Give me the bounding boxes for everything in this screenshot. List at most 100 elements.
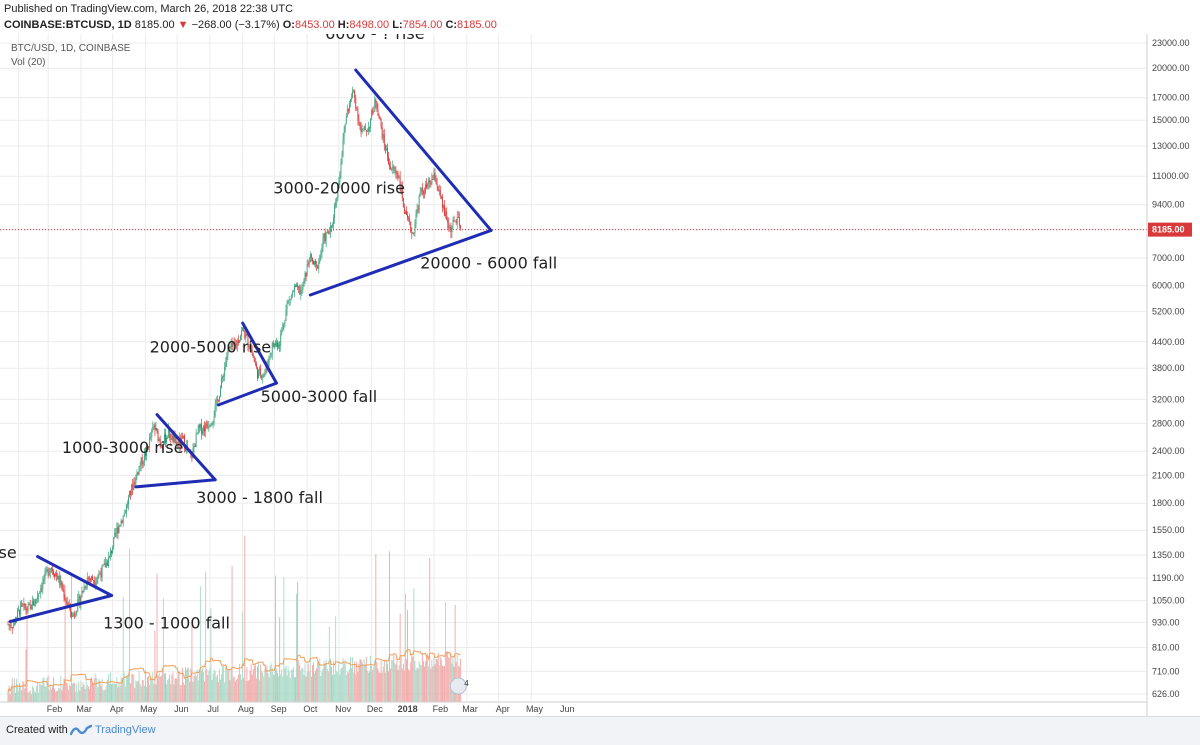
candle-body <box>233 342 235 345</box>
candle-body <box>438 189 440 192</box>
volume-bar <box>32 688 34 702</box>
price-chart[interactable]: 1000-3000 rise 1300 - 1000 fall 2000-5000 … <box>0 34 1200 716</box>
candle-body <box>54 574 55 577</box>
annotation-label: 1300 - 1000 fall <box>103 613 230 632</box>
candle-body <box>154 425 156 431</box>
candle-body <box>384 144 386 151</box>
volume-bar <box>450 654 452 702</box>
time-tick-label: Nov <box>335 704 352 714</box>
volume-bar <box>394 663 396 702</box>
volume-bar <box>116 676 118 702</box>
volume-bar <box>422 661 424 702</box>
candle-body <box>135 475 137 484</box>
volume-bar <box>104 689 106 702</box>
price-tick-label: 15000.00 <box>1152 115 1190 125</box>
trendline <box>134 478 217 489</box>
candle-body <box>449 227 451 229</box>
candle-body <box>31 600 33 610</box>
candle-body <box>157 430 159 441</box>
candle-body <box>298 286 300 288</box>
volume-bar <box>261 671 263 702</box>
candle-body <box>380 119 382 127</box>
candle-body <box>236 340 238 346</box>
volume-bar <box>111 684 113 702</box>
candle-body <box>105 562 107 568</box>
volume-bar <box>106 679 108 702</box>
volume-bar <box>415 669 417 702</box>
candle-body <box>365 130 367 132</box>
volume-bar <box>46 677 48 702</box>
volume-bar <box>356 661 358 702</box>
volume-bar <box>107 673 109 702</box>
volume-bar <box>86 684 88 702</box>
volume-bar <box>351 667 352 702</box>
candle-body <box>437 186 439 192</box>
candle-body <box>132 484 134 490</box>
volume-bar <box>177 670 179 702</box>
candle-body <box>330 226 332 227</box>
time-tick-label: Aug <box>238 704 254 714</box>
volume-bar <box>114 683 116 702</box>
volume-bar <box>340 668 342 702</box>
candle-body <box>447 220 449 223</box>
candle-body <box>279 344 281 346</box>
volume-bar <box>357 671 359 702</box>
volume-bar <box>315 670 317 702</box>
candle-body <box>64 597 66 600</box>
volume-bar <box>253 665 255 702</box>
volume-bar <box>306 672 308 702</box>
candle-body <box>22 604 24 606</box>
volume-bar <box>245 680 247 702</box>
candle-body <box>241 330 243 336</box>
candle-body <box>254 362 256 364</box>
candle-body <box>248 345 250 348</box>
candle-body <box>113 537 115 548</box>
footer-brand-link[interactable]: TradingView <box>95 724 156 736</box>
candle-body <box>115 532 117 534</box>
candle-body <box>20 602 22 615</box>
candle-body <box>340 163 342 175</box>
price-tick-label: 1190.00 <box>1152 573 1184 583</box>
candle-body <box>195 433 197 447</box>
candle-body <box>221 378 222 389</box>
close-value: 8185.00 <box>457 19 497 31</box>
volume-bar <box>269 665 271 702</box>
low-value: 7854.00 <box>402 19 443 31</box>
candle-body <box>285 309 287 321</box>
candle-body <box>296 284 298 287</box>
volume-bar <box>139 683 141 702</box>
volume-bar <box>88 689 90 702</box>
volume-bar <box>322 668 324 702</box>
volume-bar <box>211 679 213 702</box>
volume-bar <box>430 668 432 702</box>
candle-body <box>341 155 343 164</box>
last-price-tag-label: 8185.00 <box>1152 225 1185 235</box>
time-tick-label: Apr <box>496 704 510 714</box>
volume-bar <box>16 678 17 702</box>
candle-body <box>36 598 37 600</box>
volume-bar <box>65 682 67 702</box>
price-tick-label: 2100.00 <box>1152 470 1185 480</box>
volume-bar <box>124 686 126 702</box>
ideas-badge-icon <box>449 677 467 695</box>
volume-bar <box>60 675 62 702</box>
candle-body <box>163 434 165 445</box>
candle-body <box>383 134 385 145</box>
volume-bar <box>247 681 249 702</box>
annotation-label: 20000 - 6000 fall <box>420 254 557 273</box>
symbol-label: COINBASE:BTCUSD, 1D <box>4 19 132 31</box>
candle-body <box>427 184 429 188</box>
volume-bar <box>195 675 197 702</box>
trendline <box>36 555 114 597</box>
volume-bar <box>263 676 265 702</box>
volume-bar <box>98 679 100 702</box>
candle-body <box>286 303 288 310</box>
candle-body <box>184 435 185 449</box>
candle-body <box>181 436 183 438</box>
price-tick-label: 1050.00 <box>1152 596 1185 606</box>
candle-body <box>212 421 214 423</box>
volume-bar <box>355 674 357 702</box>
volume-bar <box>338 660 340 702</box>
volume-bar <box>196 669 198 702</box>
volume-bar <box>435 659 437 702</box>
